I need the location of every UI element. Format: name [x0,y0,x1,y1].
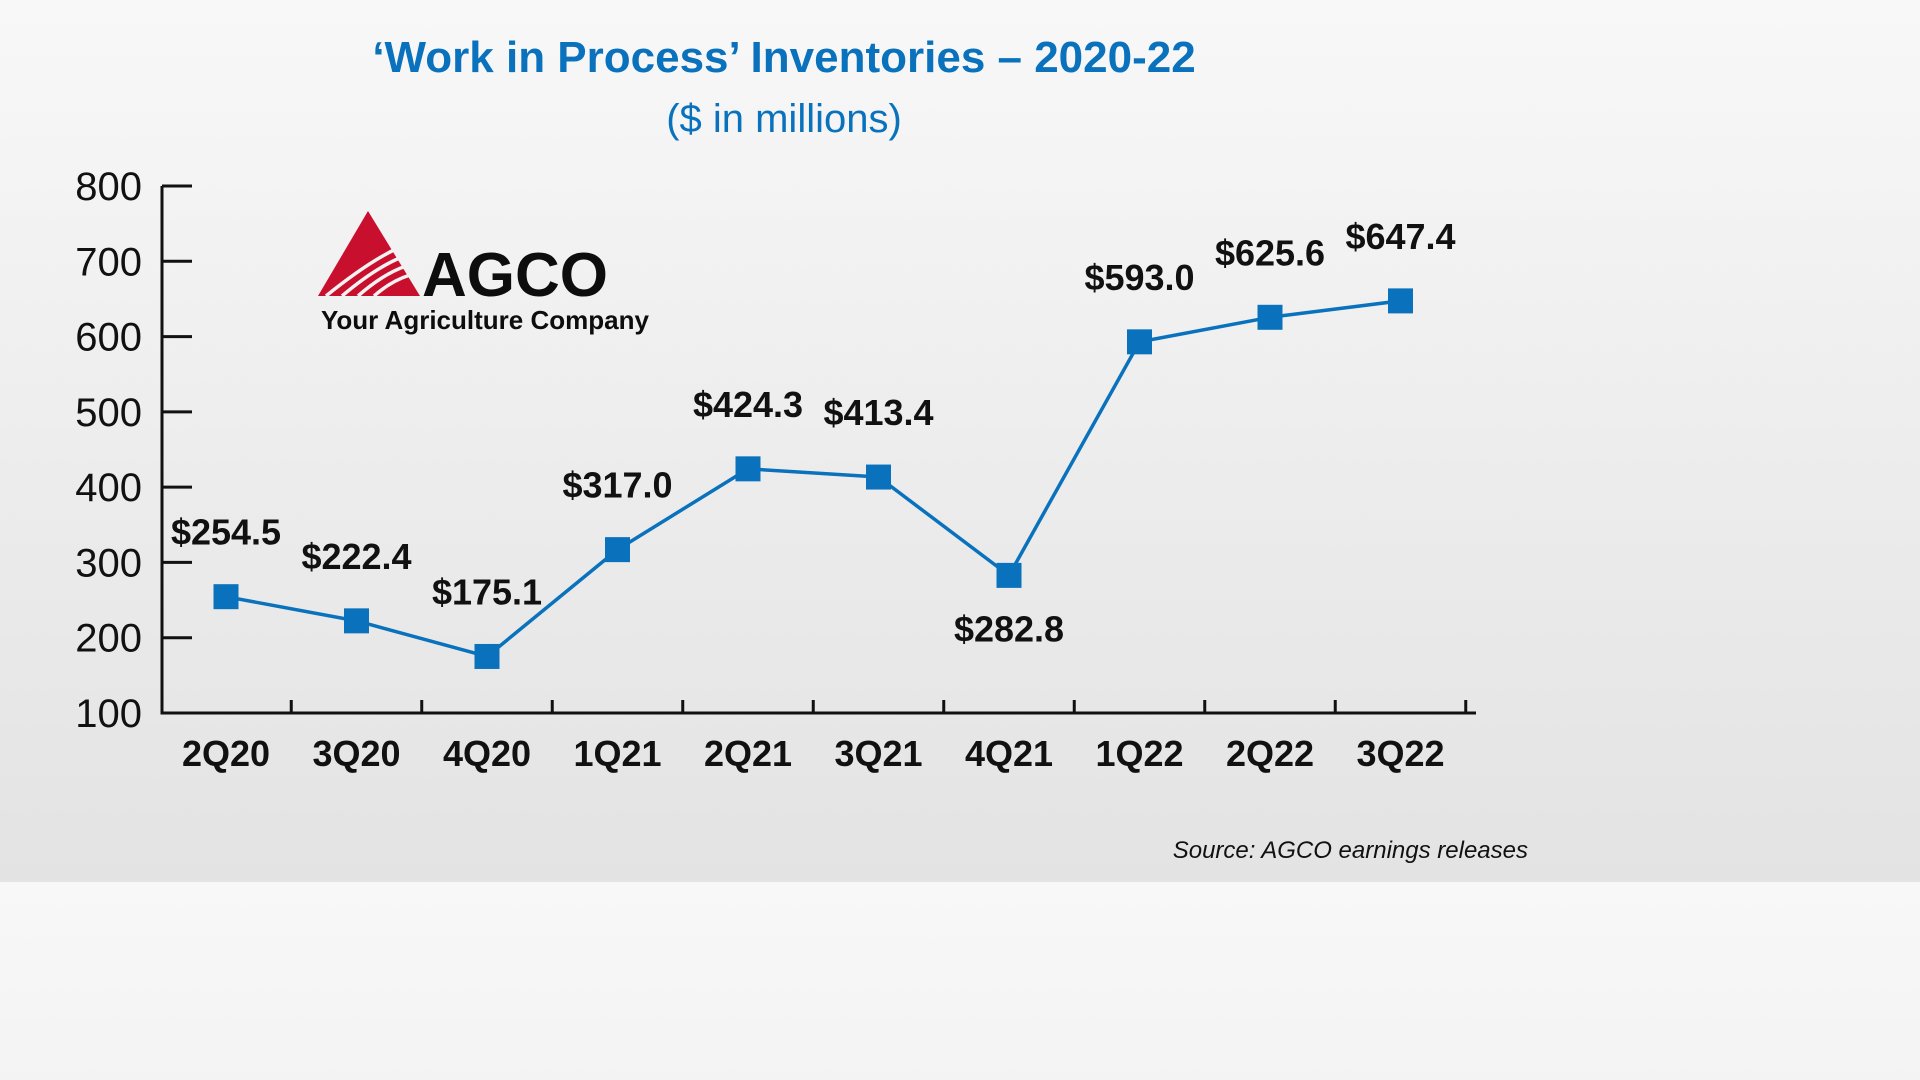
x-tick-label: 2Q20 [182,733,270,774]
data-point-marker [1127,329,1152,355]
x-tick-label: 4Q21 [965,733,1053,774]
data-point-marker [735,456,761,482]
data-labels: $254.5 $222.4 $175.1 $317.0 $424.3 $413.4 $282… [171,216,1456,649]
series-line [225,299,1401,659]
series-polyline [225,299,1401,659]
markers [213,288,1413,669]
data-label: $254.5 [171,512,281,553]
y-tick-label: 800 [75,165,142,209]
data-point-marker [1257,304,1283,330]
data-point-marker [474,643,500,669]
data-label: $424.3 [693,384,803,425]
data-point-marker [996,562,1022,588]
x-tick-label: 3Q22 [1356,733,1444,774]
y-tick-label: 200 [75,617,142,661]
data-label: $317.0 [562,465,672,506]
data-label: $593.0 [1084,257,1194,298]
data-point-marker [344,608,369,634]
y-tick-label: 600 [75,316,142,360]
logo-wordmark: AGCO [422,241,608,310]
x-tick-label: 3Q21 [834,733,922,774]
data-point-marker [1388,288,1413,314]
y-tick-label: 100 [75,692,142,736]
x-tick-label: 2Q21 [704,733,792,774]
data-label: $282.8 [954,608,1064,649]
chart-subtitle: ($ in millions) [666,97,902,141]
x-tick-label: 1Q22 [1095,733,1183,774]
logo-tagline: Your Agriculture Company [321,305,649,335]
y-tick-label: 500 [75,391,142,435]
x-tick-label: 3Q20 [312,733,400,774]
data-label: $647.4 [1345,216,1455,257]
data-label: $413.4 [823,392,933,433]
data-point-marker [213,584,239,610]
y-tick-label: 300 [75,541,142,585]
chart: ‘Work in Process’ Inventories – 2020-22 … [75,33,1528,864]
data-label: $625.6 [1215,232,1325,273]
x-axis: 2Q20 3Q20 4Q20 1Q21 2Q21 3Q21 4Q21 1Q22 2Q22 3Q22 [160,700,1476,774]
data-point-marker [866,464,891,490]
data-label: $175.1 [432,571,542,612]
agco-logo: AGCO Your Agriculture Company [318,211,649,335]
chart-title: ‘Work in Process’ Inventories – 2020-22 [372,33,1195,82]
x-tick-label: 1Q21 [573,733,661,774]
y-tick-label: 400 [75,466,142,510]
x-tick-label: 4Q20 [443,733,531,774]
x-tick-label: 2Q22 [1226,733,1314,774]
data-point-marker [605,537,630,563]
source-note: Source: AGCO earnings releases [1173,837,1528,864]
y-axis: 100 200 300 400 500 600 700 800 [75,165,192,736]
y-tick-label: 700 [75,240,142,284]
data-label: $222.4 [301,536,411,577]
agco-triangle-icon [318,211,420,298]
